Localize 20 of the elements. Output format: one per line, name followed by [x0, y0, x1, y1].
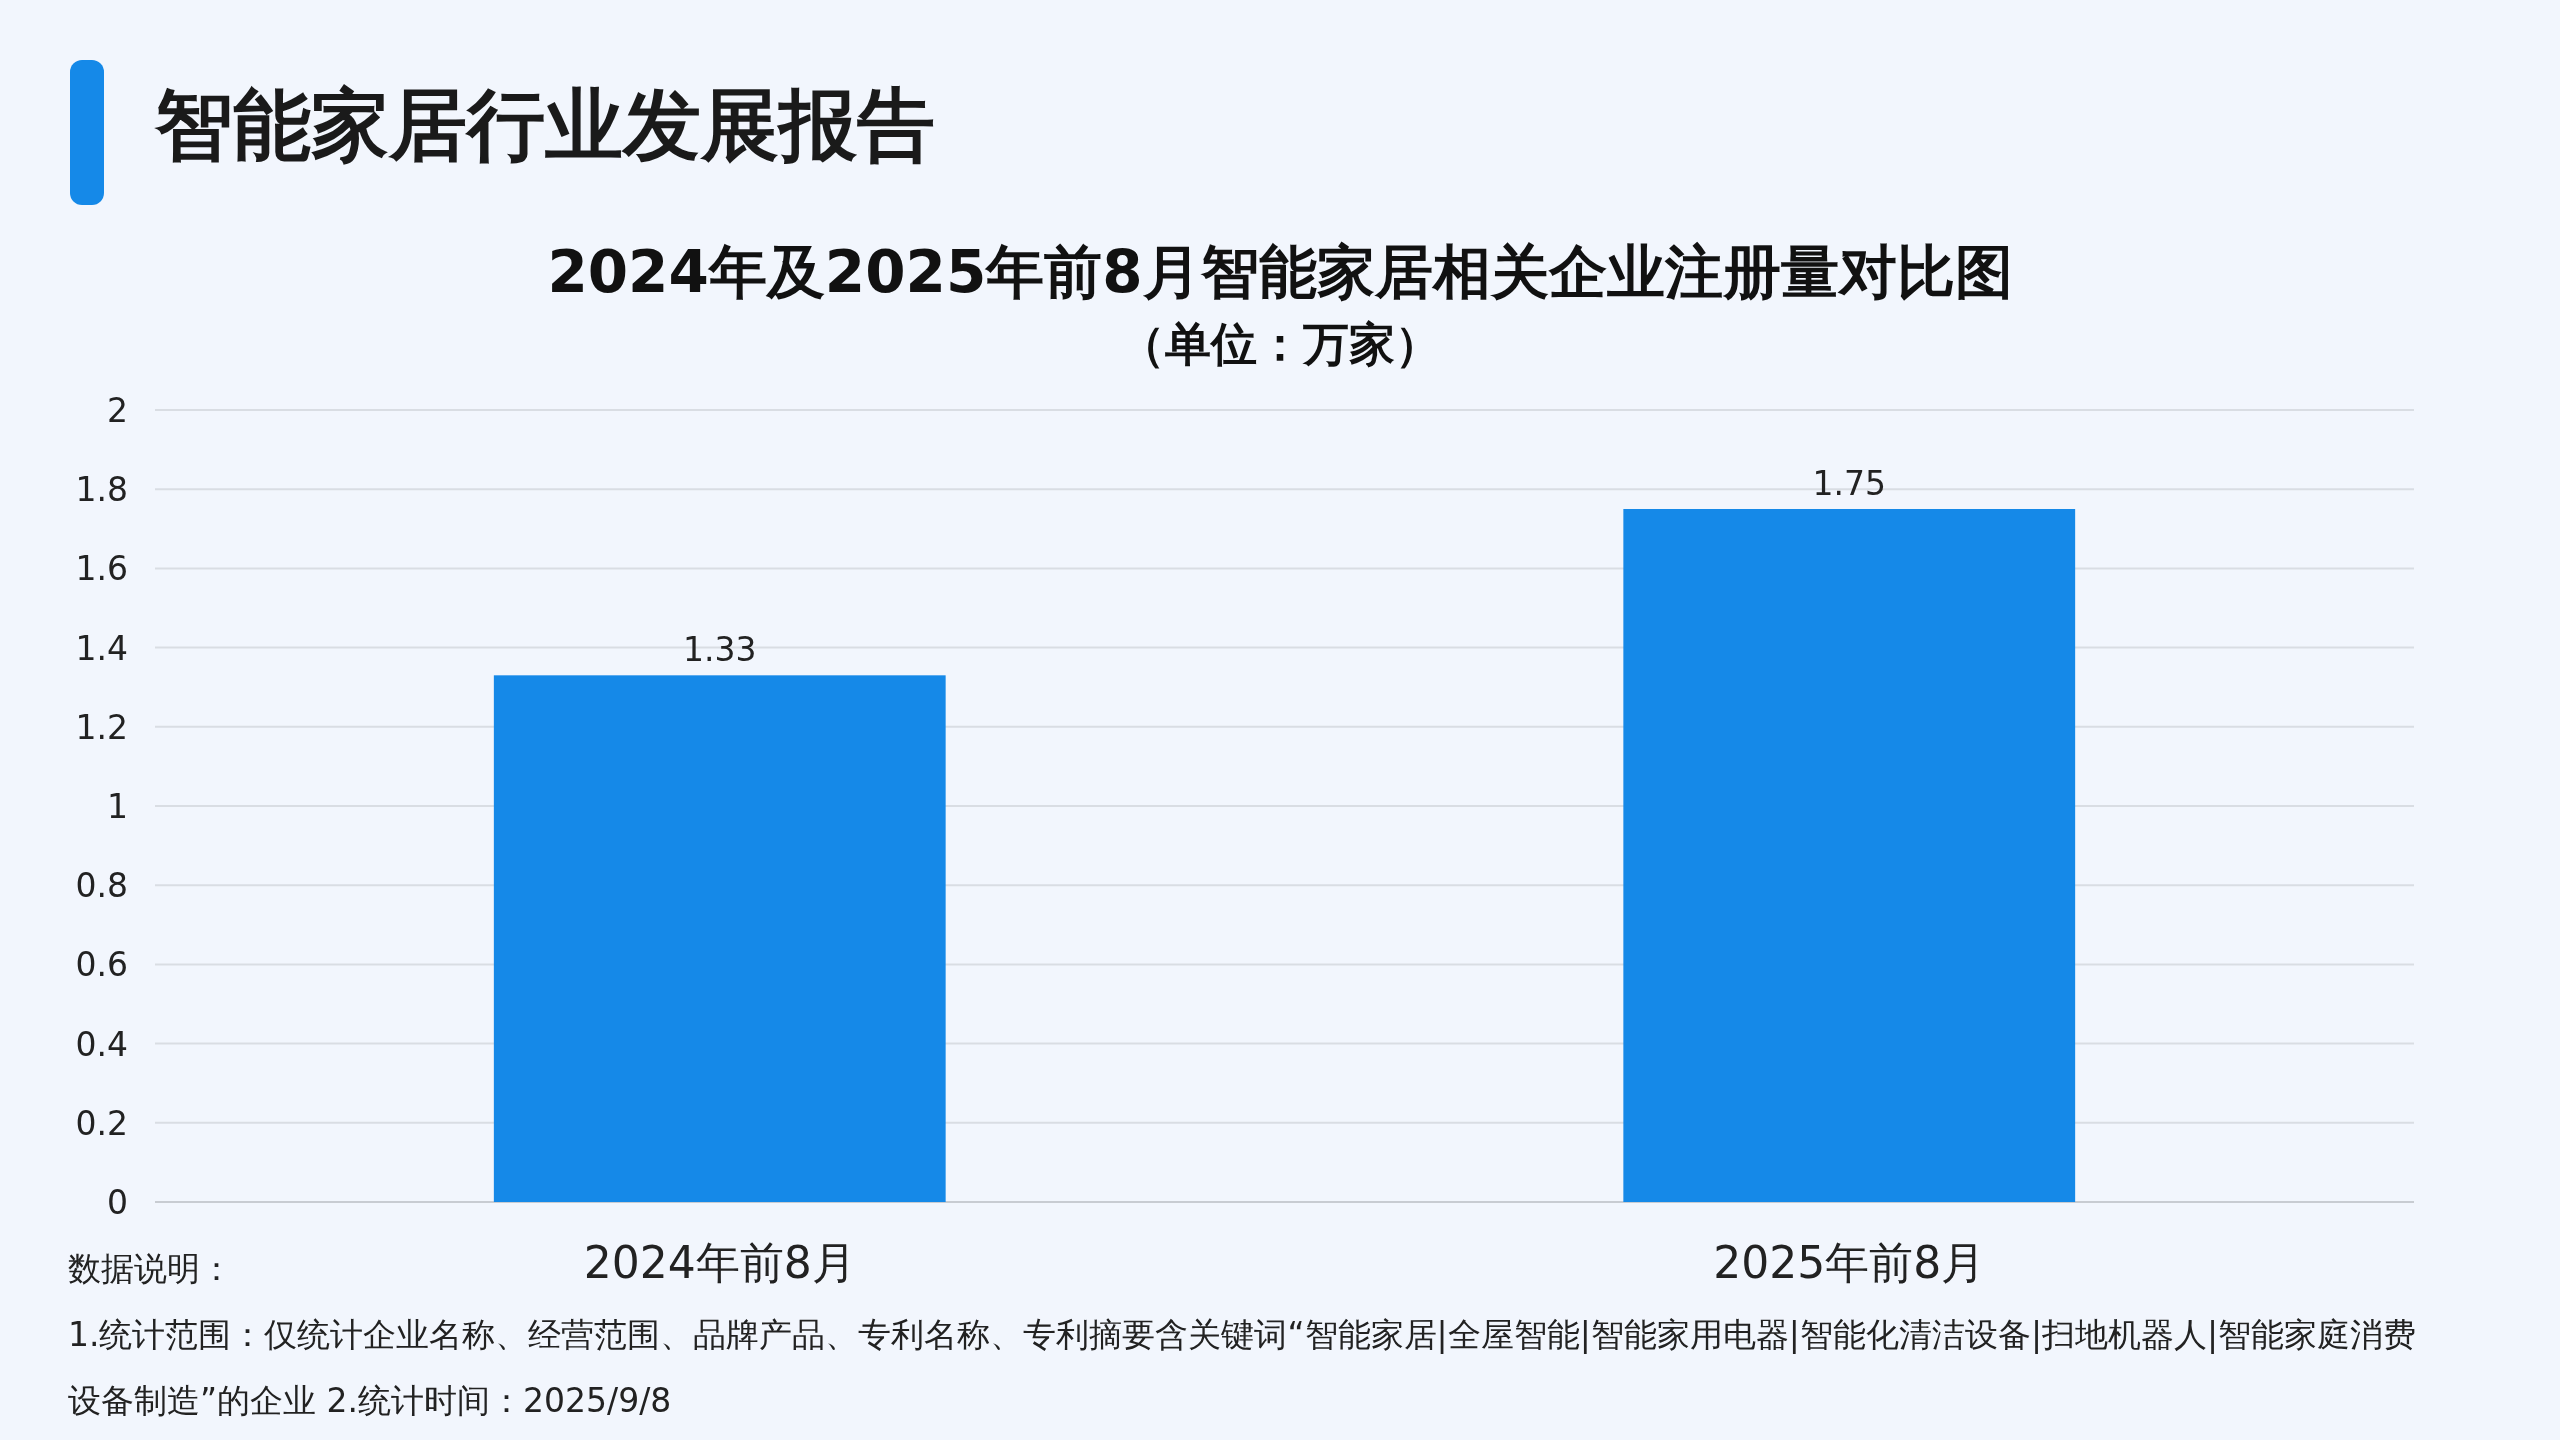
- text: 数据说明：: [68, 1249, 233, 1288]
- x-tick-label: 2024年前8月: [583, 1237, 856, 1288]
- y-tick-label: 0.8: [75, 866, 128, 906]
- y-tick-label: 0: [107, 1183, 128, 1222]
- y-tick-label: 1.4: [75, 628, 128, 668]
- y-tick-label: 0.6: [75, 945, 128, 985]
- y-tick-label: 1.8: [75, 470, 128, 510]
- y-tick-label: 1.2: [75, 707, 128, 747]
- data-label: 1.33: [683, 630, 757, 670]
- text: 1.统计范围：仅统计企业名称、经营范围、品牌产品、专利名称、专利摘要含关键词“智能家居|全屋智能|智能家用电器|智能化清洁设备|扫地机器人|智能家庭消费设备制造”的企业 2.统计时间：2025/9/8: [68, 1314, 2418, 1422]
- y-tick-label: 0.2: [75, 1103, 128, 1143]
- text: 智能家居行业发展报告: [154, 80, 935, 170]
- data-label: 1.75: [1812, 464, 1886, 503]
- y-tick-label: 0.4: [75, 1024, 128, 1064]
- x-tick-label: 2025年前8月: [1713, 1237, 1986, 1288]
- y-tick-label: 1: [107, 787, 128, 826]
- y-tick-label: 1.6: [75, 549, 128, 589]
- chart-title: 2024年及2025年前8月智能家居相关企业注册量对比图: [547, 238, 2013, 306]
- chart-subtitle: （单位：万家）: [1119, 317, 1441, 371]
- y-tick-label: 2: [107, 391, 128, 430]
